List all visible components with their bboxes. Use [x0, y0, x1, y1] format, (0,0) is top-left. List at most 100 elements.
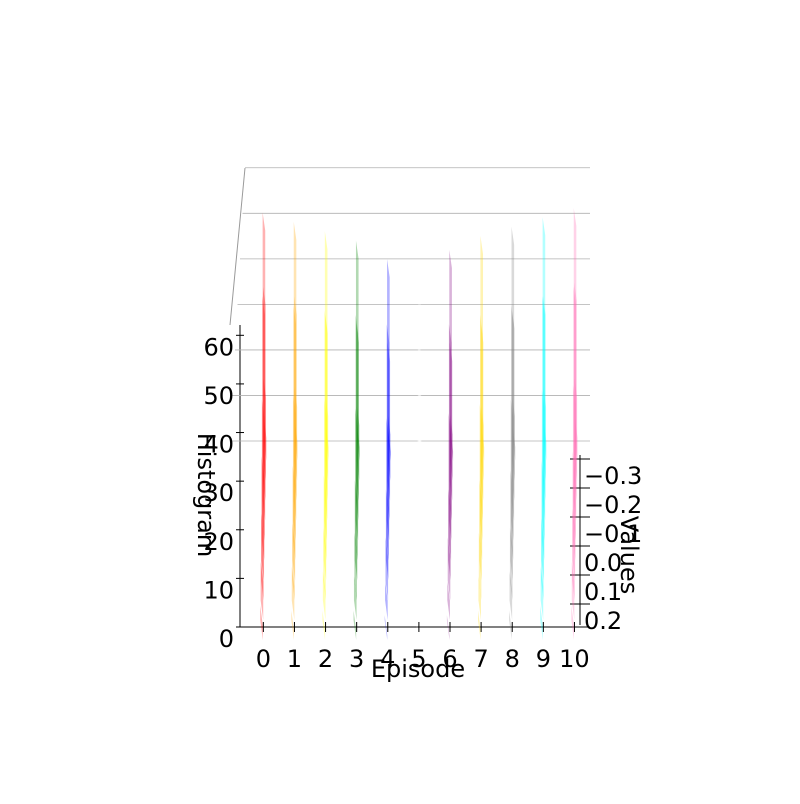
histogram-bar: [324, 310, 328, 541]
histogram-bar: [262, 212, 266, 521]
histogram-bar: [263, 418, 267, 461]
histogram-bar: [574, 418, 578, 461]
histogram-bar: [262, 296, 265, 541]
x-tick-label: 8: [505, 645, 520, 673]
histogram-bar: [353, 610, 357, 640]
histogram-bar: [260, 561, 264, 621]
histogram-bar: [263, 286, 266, 501]
z-tick-label: 30: [203, 479, 234, 507]
histogram-bar: [325, 396, 329, 481]
histogram-bar: [385, 489, 389, 581]
y-tick-label: 0.0: [584, 549, 622, 577]
z-tick-label: 10: [203, 576, 234, 604]
histogram-bar: [387, 259, 390, 521]
histogram-bar: [388, 431, 391, 461]
x-axis-label: Episode: [371, 655, 465, 683]
z-tick-label: 0: [219, 625, 234, 653]
x-tick-label: 5: [411, 645, 426, 673]
y-tick-label: −0.3: [584, 462, 642, 490]
histogram-bar: [354, 479, 358, 581]
histogram-bar: [571, 561, 575, 621]
histogram-bar: [418, 268, 421, 521]
histogram-bar: [261, 399, 265, 561]
back-edge: [229, 167, 246, 326]
histogram-bar: [293, 221, 297, 521]
histogram-bar: [294, 387, 298, 481]
x-tick-label: 1: [287, 645, 302, 673]
histogram-bar: [542, 296, 545, 541]
histogram-bar: [323, 527, 326, 601]
histogram-bar: [418, 351, 422, 501]
histogram-bar: [293, 305, 296, 541]
histogram-bar: [574, 378, 578, 481]
histogram-bar: [543, 387, 547, 481]
histogram-bar: [446, 615, 450, 640]
histogram-bar: [294, 422, 298, 461]
histogram-bar: [417, 422, 420, 561]
histogram-bar: [540, 566, 544, 621]
histogram-bar: [291, 610, 294, 640]
y-axis-label: Values: [615, 516, 643, 594]
histogram-bar: [510, 399, 514, 561]
histogram-bar: [291, 566, 295, 621]
x-tick-label: 9: [536, 645, 551, 673]
histogram-bar: [386, 418, 389, 561]
histogram-bar: [353, 576, 357, 621]
histogram-bar: [511, 226, 515, 521]
z-tick-label: 20: [203, 528, 234, 556]
histogram-bar: [541, 518, 544, 601]
histogram-bar: [418, 419, 422, 481]
histogram-bar: [324, 399, 327, 561]
histogram-bar: [263, 378, 267, 481]
histogram-bar: [480, 314, 483, 541]
histogram-bar: [322, 571, 326, 621]
histogram-bar: [387, 342, 391, 501]
histogram-bar: [261, 513, 264, 601]
histogram-bar: [542, 217, 546, 521]
histogram-bar: [543, 296, 546, 501]
histogram-bar: [512, 396, 515, 481]
histogram-bar: [356, 405, 360, 481]
histogram-bar: [355, 314, 359, 541]
histogram-bar: [510, 470, 513, 581]
histogram-bar: [355, 408, 358, 561]
histogram-bar: [511, 310, 515, 501]
histogram-bar: [540, 605, 543, 640]
histogram-bar: [448, 324, 452, 541]
histogram-bar: [448, 413, 452, 561]
histogram-bar: [322, 610, 326, 640]
histogram-bar: [479, 479, 482, 581]
histogram-bar: [478, 610, 481, 640]
histogram-bar: [417, 333, 421, 541]
y-tick-label: 0.2: [584, 607, 622, 635]
histogram-bar: [450, 415, 453, 481]
histogram-bar: [543, 422, 547, 461]
histogram-bar: [325, 314, 328, 501]
histogram-bar: [571, 605, 574, 640]
histogram-bar: [541, 460, 545, 581]
histogram-bar: [449, 342, 453, 501]
histogram-bar: [326, 427, 329, 461]
histogram-bar: [323, 475, 327, 581]
y-tick-label: −0.1: [584, 520, 642, 548]
histogram-bar: [573, 207, 577, 521]
histogram-bar: [357, 427, 360, 461]
histogram-bar: [511, 305, 514, 541]
histogram-bar: [481, 427, 485, 461]
histogram-bar: [509, 571, 513, 621]
y-tick-label: 0.1: [584, 578, 622, 606]
histogram-bar: [447, 581, 450, 621]
x-tick-label: 4: [380, 645, 395, 673]
histogram-bar: [416, 494, 420, 581]
histogram-bar: [478, 576, 482, 621]
histogram-bar: [386, 324, 390, 541]
histogram-bar: [448, 489, 451, 581]
histogram-bar: [385, 537, 389, 601]
histogram-bar: [324, 231, 328, 521]
x-tick-label: 10: [559, 645, 590, 673]
histogram-bar: [509, 610, 512, 640]
histogram-bar: [260, 605, 263, 640]
histogram-bar: [292, 465, 296, 581]
